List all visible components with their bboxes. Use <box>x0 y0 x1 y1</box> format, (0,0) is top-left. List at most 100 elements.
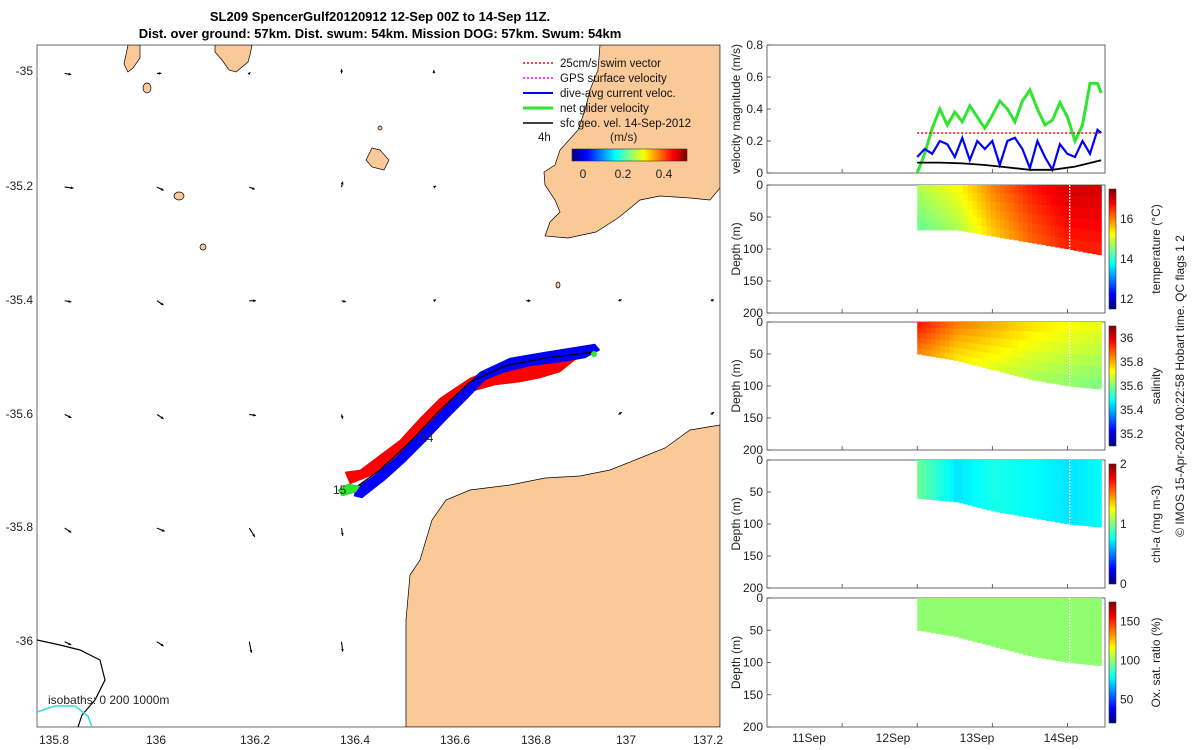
colorbar-tick-label: 100 <box>1120 654 1140 668</box>
heatmap-cell <box>958 481 964 489</box>
heatmap-cell <box>949 340 955 348</box>
heatmap-cell <box>926 214 932 223</box>
heatmap-cell <box>921 343 927 350</box>
heatmap-cell <box>940 460 946 468</box>
heatmap-cell <box>1092 344 1098 356</box>
heatmap-cell <box>921 338 927 345</box>
heatmap-cell <box>926 614 932 622</box>
heatmap-cell <box>977 491 983 500</box>
heatmap-cell <box>1036 647 1042 658</box>
quiver-arrow <box>249 299 256 303</box>
heatmap-cell <box>1073 195 1079 208</box>
heatmap-cell <box>1046 372 1052 383</box>
heatmap-cell <box>1082 376 1088 388</box>
heatmap-cell <box>954 610 960 618</box>
map-xtick-label: 136.8 <box>521 733 551 747</box>
heatmap-cell <box>1018 340 1024 350</box>
heatmap-cell <box>990 185 996 195</box>
map-y-axis: -35 -35.2 -35.4 -35.6 -35.8 -36 <box>6 64 34 648</box>
heatmap-cell <box>1064 598 1070 610</box>
heatmap-cell <box>1041 469 1047 481</box>
island-small-6 <box>555 281 561 289</box>
heatmap-cell <box>963 223 969 232</box>
heatmap-cell <box>944 604 950 611</box>
heatmap-cell <box>1050 235 1056 247</box>
heatmap-cell <box>1032 331 1038 342</box>
heatmap-cell <box>1082 598 1088 610</box>
depth-tick-label: 100 <box>743 656 763 670</box>
isobath-cyan <box>37 705 93 727</box>
heatmap-cell <box>990 227 996 237</box>
depth-tick-label: 0 <box>756 178 763 192</box>
map-colorbar-tick: 0 <box>580 167 587 181</box>
heatmap-cell <box>1096 185 1102 198</box>
quiver-head <box>711 299 715 302</box>
heatmap-cell <box>995 639 1001 648</box>
heatmap-cell <box>1082 503 1088 516</box>
heatmap-cell <box>990 322 996 331</box>
heatmap-cell <box>1082 365 1088 378</box>
heatmap-cell <box>1064 227 1070 239</box>
heatmap-cell <box>1059 650 1065 662</box>
heatmap-cell <box>972 475 978 484</box>
heatmap-cell <box>995 338 1001 347</box>
heatmap-cell <box>1050 618 1056 630</box>
heatmap-cell <box>958 322 964 330</box>
heatmap-cell <box>1096 242 1102 256</box>
heatmap-cell <box>963 192 969 201</box>
heatmap-cell <box>1036 637 1042 648</box>
depth-tick-label: 50 <box>750 210 764 224</box>
heatmap-cell <box>1069 238 1075 250</box>
heatmap-cell <box>954 630 960 638</box>
heatmap-cell <box>1087 503 1093 516</box>
heatmap-cell <box>1032 637 1038 648</box>
heatmap-cell <box>972 467 978 476</box>
heatmap-cell <box>1013 221 1019 232</box>
heatmap-cell <box>940 322 946 329</box>
heatmap-cell <box>1004 185 1010 195</box>
heatmap-cell <box>1009 348 1015 358</box>
heatmap-cell <box>1000 185 1006 195</box>
heatmap-cell <box>1069 641 1075 653</box>
heatmap-cell <box>926 626 932 633</box>
heatmap-cell <box>1059 205 1065 217</box>
heatmap-cell <box>940 622 946 629</box>
heatmap-cell <box>1078 322 1084 334</box>
heatmap-cell <box>1000 338 1006 348</box>
velocity-ytick-label: 0.2 <box>746 134 763 148</box>
heatmap-cell <box>981 605 987 614</box>
heatmap-cell <box>1064 651 1070 663</box>
map-panel: 14 15 135.8 136 136.2 136.4 136.6 136.8 … <box>6 44 723 747</box>
heatmap-cell <box>926 338 932 345</box>
quiver-arrow <box>64 299 72 303</box>
heatmap-cell <box>1073 598 1079 610</box>
heatmap-cell <box>1096 515 1102 528</box>
heatmap-cell <box>1027 488 1033 499</box>
heatmap-cell <box>1059 598 1065 610</box>
heatmap-cell <box>1036 361 1042 372</box>
heatmap-cell <box>944 460 950 468</box>
map-xtick-label: 135.8 <box>39 733 69 747</box>
heatmap-cell <box>1041 341 1047 353</box>
heatmap-cell <box>990 598 996 607</box>
heatmap-cell <box>1050 490 1056 502</box>
heatmap-cell <box>990 210 996 220</box>
depth-tick-label: 0 <box>756 591 763 605</box>
heatmap-cell <box>1046 638 1052 650</box>
heatmap-cell <box>967 349 973 358</box>
heatmap-cell <box>1092 504 1098 516</box>
heatmap-cell <box>990 493 996 503</box>
heatmap-cell <box>986 329 992 338</box>
heatmap-cell <box>949 322 955 329</box>
heatmap-cell <box>1023 349 1029 360</box>
heatmap-cell <box>1013 496 1019 507</box>
heatmap-cell <box>958 215 964 224</box>
heatmap-cell <box>1078 365 1084 377</box>
heatmap-cell <box>1050 460 1056 471</box>
heatmap-cell <box>1055 205 1061 217</box>
heatmap-cell <box>1073 652 1079 664</box>
heatmap-cell <box>949 353 955 360</box>
heatmap-cell <box>1064 630 1070 642</box>
heatmap-cell <box>1082 481 1088 494</box>
heatmap-cell <box>1023 359 1029 370</box>
